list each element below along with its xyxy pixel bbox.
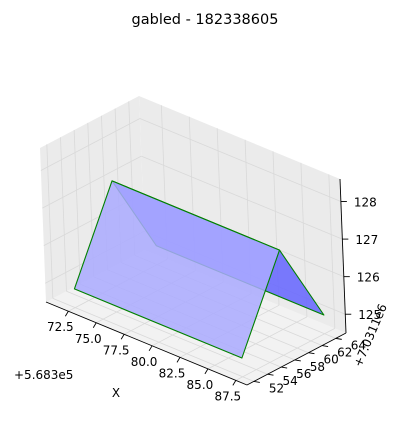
x-tick-label: 87.5: [214, 389, 241, 403]
y-tick-mark: [294, 359, 301, 362]
z-tick-label: 127: [355, 233, 378, 247]
y-tick-label: 60: [323, 353, 338, 367]
y-grid-left: [73, 130, 81, 285]
x-tick-label: 75.0: [75, 332, 102, 346]
z-axis-line: [339, 178, 347, 334]
x-grid-floor: [235, 328, 336, 381]
y-tick-label: 54: [282, 374, 297, 388]
x-tick-label: 82.5: [159, 366, 186, 380]
x-tick-label: 80.0: [131, 355, 158, 369]
z-grid-left: [40, 118, 141, 171]
x-grid-back: [328, 174, 336, 329]
x-tick-mark: [64, 310, 69, 317]
x-tick-mark: [204, 368, 209, 375]
x-offset-text: +5.683e5: [14, 368, 73, 382]
x-grid-floor: [207, 316, 308, 370]
y-grid-left: [46, 144, 54, 299]
y-grid-floor: [66, 290, 268, 375]
y-tick-mark: [267, 373, 274, 376]
z-tick-label: 128: [354, 196, 377, 210]
y-tick-mark: [281, 366, 288, 369]
z-tick-label: 125: [358, 308, 381, 322]
x-tick-mark: [176, 357, 181, 363]
x-tick-label: 77.5: [103, 343, 130, 357]
x-tick-mark: [148, 345, 153, 352]
y-axis-line: [246, 332, 347, 386]
x-axis-line: [45, 301, 248, 386]
y-tick-mark: [335, 337, 342, 340]
x-tick-mark: [232, 380, 237, 386]
z-grid-back: [141, 155, 343, 240]
y-tick-label: 62: [337, 346, 352, 360]
z-grid-back: [139, 118, 342, 202]
chart-title: gabled - 182338605: [132, 12, 279, 28]
x-axis-label: X: [112, 386, 120, 400]
x-tick-label: 85.0: [187, 378, 214, 392]
y-tick-mark: [308, 352, 315, 355]
y-grid-floor: [52, 298, 254, 382]
roof-plane-lower: [73, 180, 281, 359]
x-tick-mark: [120, 334, 125, 340]
y-grid-left: [60, 137, 67, 292]
z-grid-left: [42, 155, 142, 209]
y-tick-mark: [322, 345, 329, 347]
y-tick-label: 52: [269, 381, 284, 395]
y-tick-mark: [253, 380, 260, 383]
z-tick-label: 126: [357, 271, 380, 285]
x-tick-label: 72.5: [47, 320, 74, 334]
x-tick-mark: [92, 322, 97, 328]
y-tick-label: 56: [296, 367, 311, 381]
y-tick-label: 64: [351, 338, 366, 352]
y-tick-label: 58: [310, 360, 325, 374]
